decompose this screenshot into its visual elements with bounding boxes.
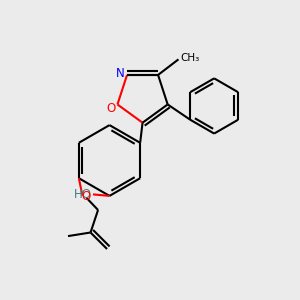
- Text: HO: HO: [74, 188, 92, 201]
- Text: O: O: [82, 190, 91, 203]
- Text: O: O: [107, 102, 116, 115]
- Text: CH₃: CH₃: [180, 53, 200, 63]
- Text: N: N: [116, 67, 125, 80]
